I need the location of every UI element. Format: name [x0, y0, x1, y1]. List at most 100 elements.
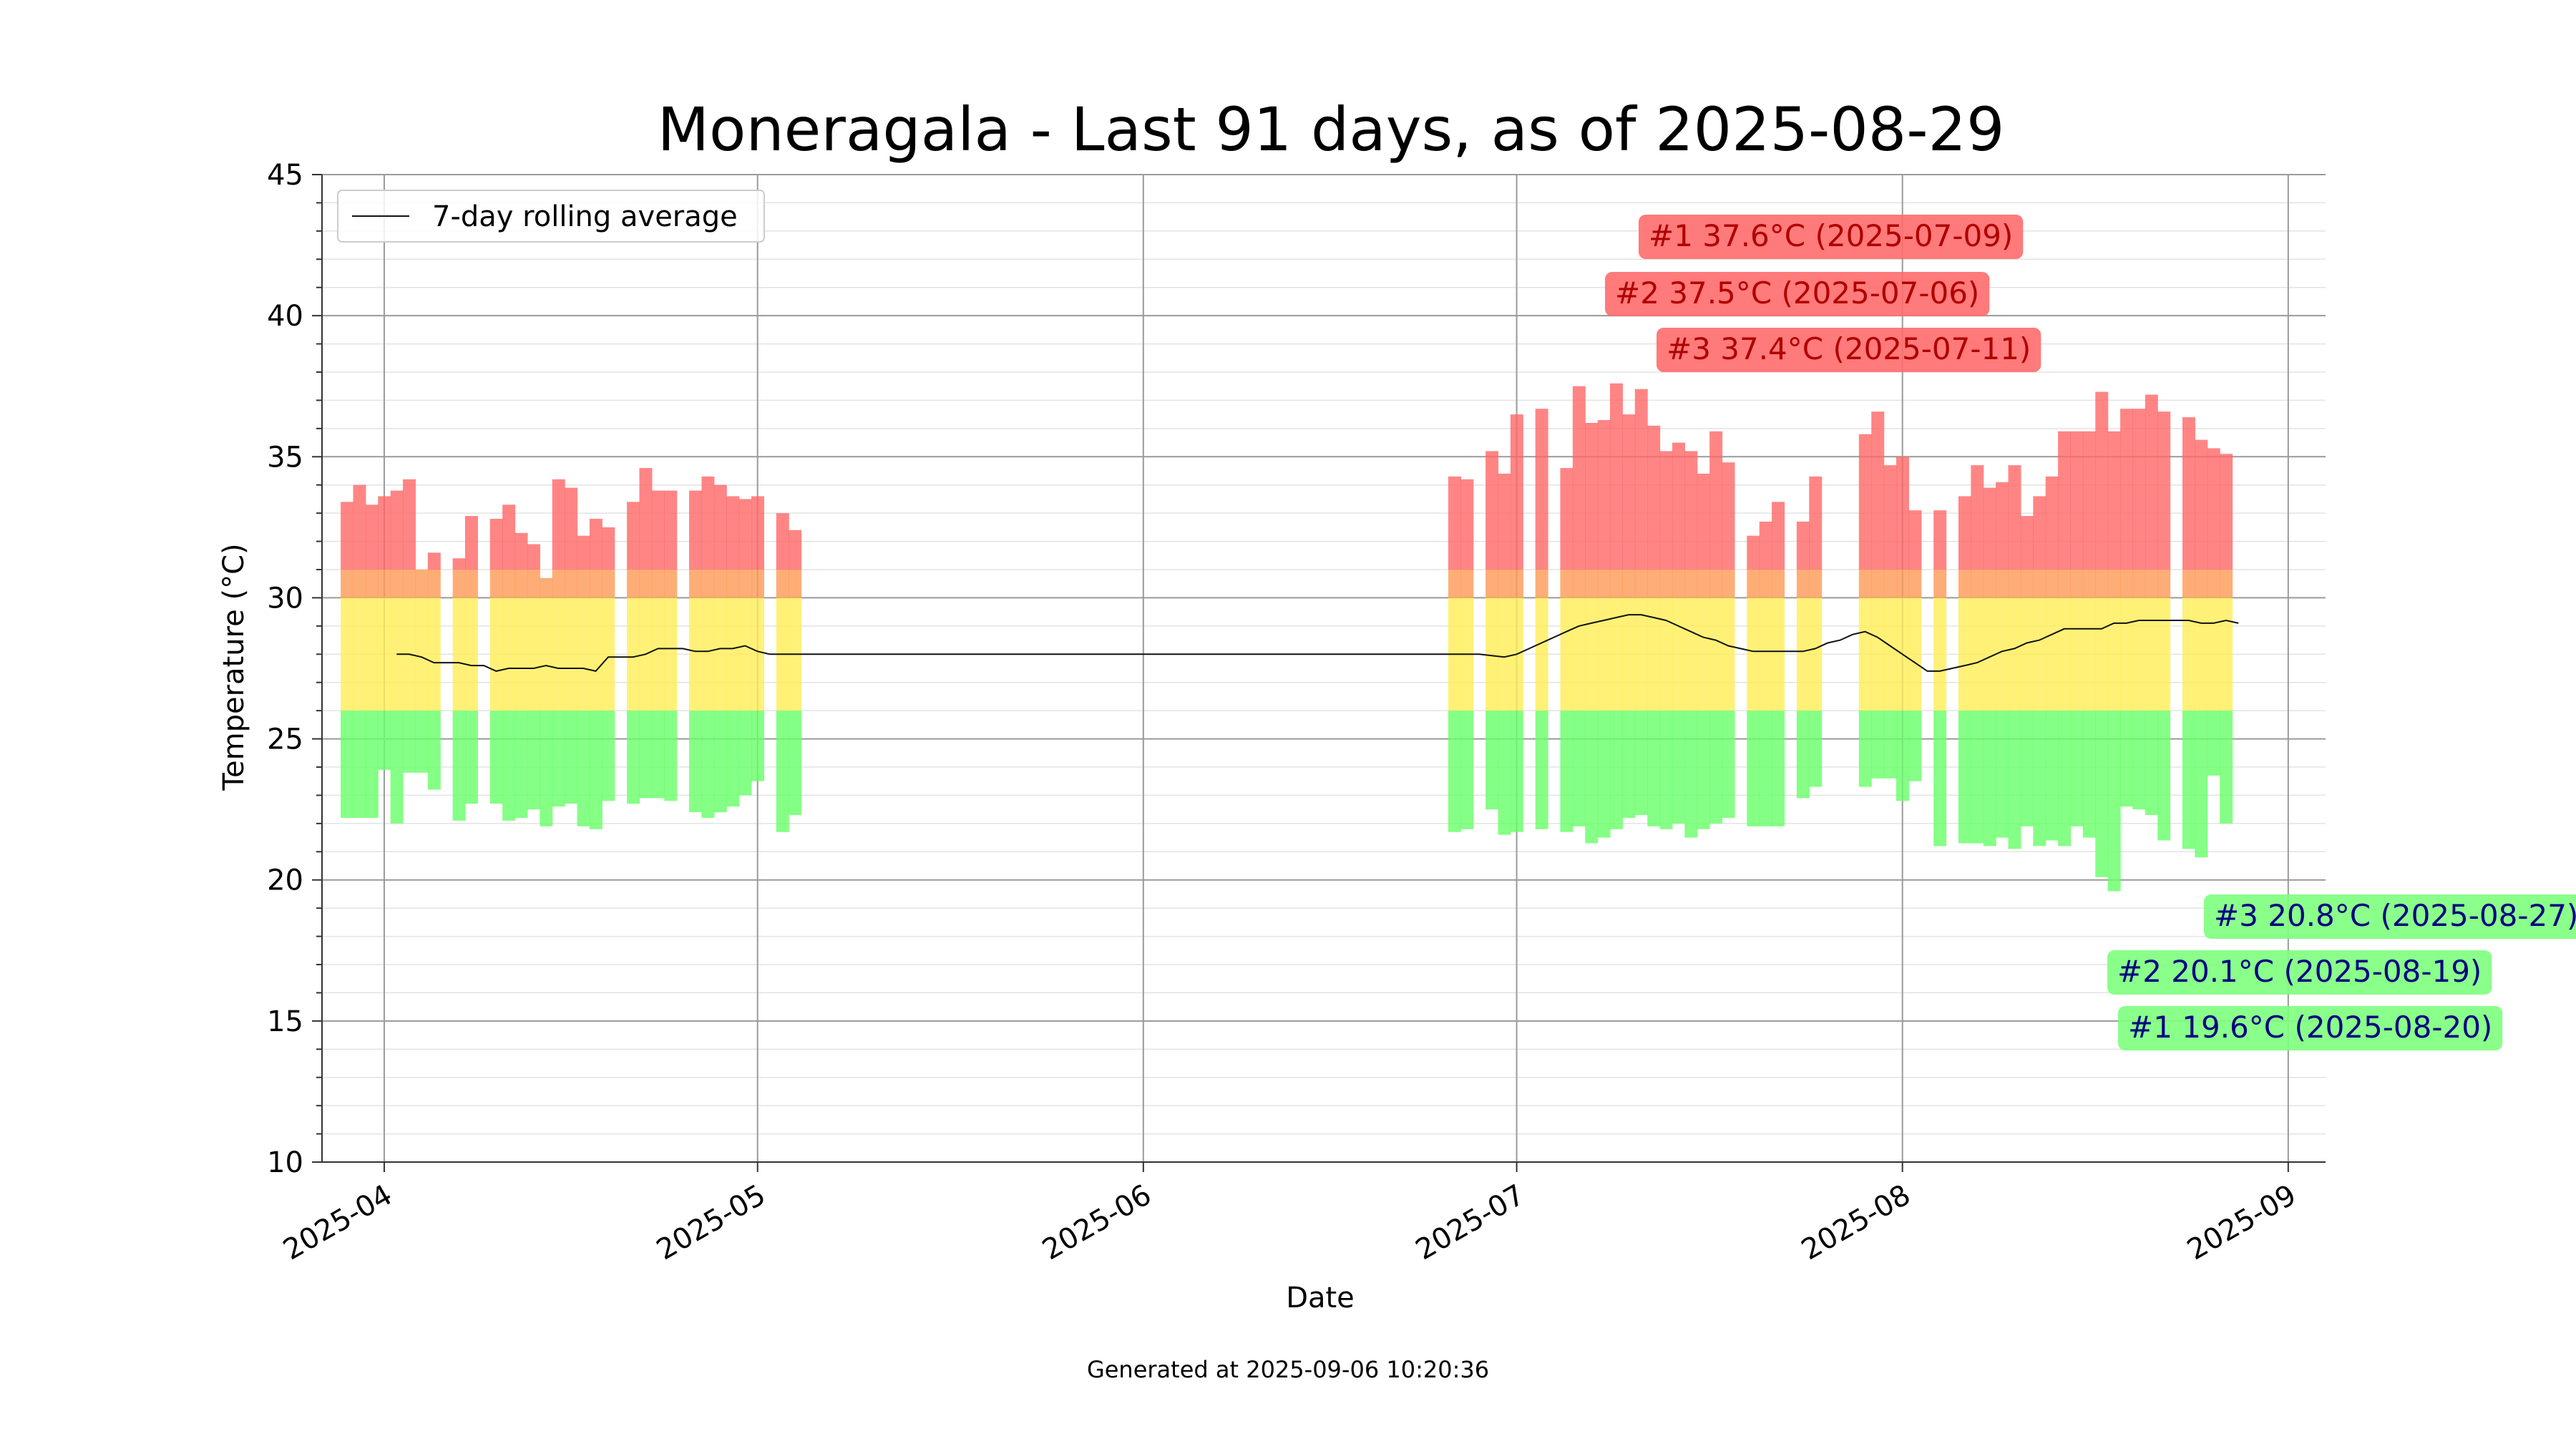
bar-segment — [1498, 597, 1511, 711]
y-tick-label: 30 — [267, 582, 303, 615]
bar-segment — [1971, 465, 1984, 570]
bar-segment — [2132, 570, 2146, 598]
bar-segment — [2020, 570, 2034, 598]
bar-segment — [502, 711, 516, 821]
bar-segment — [1448, 570, 1461, 598]
temperature-bar — [415, 570, 429, 773]
bar-segment — [1933, 510, 1947, 570]
bar-segment — [2082, 597, 2096, 711]
temperature-bar — [2220, 454, 2233, 824]
y-tick-label: 40 — [267, 300, 303, 333]
temperature-bar — [1560, 468, 1574, 832]
bar-segment — [1684, 597, 1698, 711]
bar-segment — [378, 570, 391, 598]
bar-segment — [1485, 597, 1499, 711]
temperature-bar — [1858, 434, 1872, 787]
bar-segment — [427, 711, 441, 790]
bar-segment — [415, 570, 429, 598]
bar-segment — [1460, 570, 1474, 598]
bar-segment — [465, 597, 478, 711]
temperature-bar — [1958, 496, 1971, 844]
temperature-bar — [1585, 422, 1599, 844]
bar-segment — [452, 570, 466, 598]
temperature-bar — [751, 496, 764, 781]
bar-segment — [1759, 711, 1772, 826]
bar-segment — [1983, 597, 1996, 711]
bar-segment — [390, 711, 404, 824]
bar-segment — [1647, 425, 1661, 570]
bar-segment — [1809, 597, 1823, 711]
bar-segment — [565, 597, 578, 711]
bar-segment — [540, 711, 553, 826]
temperature-bar — [2082, 431, 2096, 838]
bar-segment — [701, 570, 715, 598]
temperature-bar — [527, 544, 540, 810]
annotation-box — [2204, 894, 2576, 939]
temperature-bar — [577, 535, 590, 826]
temperature-bar — [1622, 414, 1636, 818]
bar-segment — [489, 711, 503, 804]
bar-segment — [1896, 457, 1909, 570]
bar-segment — [1722, 462, 1735, 570]
bar-segment — [2132, 711, 2146, 810]
bar-segment — [2045, 597, 2059, 711]
bar-segment — [751, 570, 764, 598]
bar-segment — [2220, 711, 2233, 824]
bar-segment — [2195, 439, 2208, 570]
bar-segment — [2182, 570, 2195, 598]
bar-segment — [390, 490, 404, 570]
temperature-bar — [341, 502, 354, 818]
temperature-bar — [1597, 420, 1611, 838]
bar-segment — [789, 530, 802, 570]
annotation-box — [1605, 272, 1990, 316]
bar-segment — [1572, 711, 1586, 826]
bar-segment — [1672, 442, 1685, 570]
bar-segment — [1796, 521, 1810, 570]
extreme-annotations: #1 37.6°C (2025-07-09) #2 37.5°C (2025-07… — [1605, 215, 2576, 1050]
bar-segment — [751, 711, 764, 781]
annotation-box — [1657, 328, 2041, 372]
bar-segment — [1634, 597, 1648, 711]
temperature-bar — [713, 484, 727, 813]
temperature-bar — [1796, 521, 1810, 799]
bar-segment — [1759, 521, 1772, 570]
annotation-text: #1 19.6°C (2025-08-20) — [2128, 1010, 2492, 1045]
bar-segment — [1908, 510, 1922, 570]
bar-segment — [1759, 570, 1772, 598]
bar-segment — [651, 597, 665, 711]
temperature-bar — [390, 490, 404, 824]
bar-segment — [1971, 597, 1984, 711]
temperature-bar — [1809, 476, 1823, 787]
bar-segment — [627, 597, 640, 711]
bar-segment — [2182, 597, 2195, 711]
temperature-bars — [341, 383, 2233, 892]
bar-segment — [1996, 597, 2009, 711]
y-tick-label: 20 — [267, 864, 303, 897]
bar-segment — [2070, 431, 2084, 570]
bar-segment — [1622, 414, 1636, 570]
x-axis-label: Date — [1286, 1282, 1355, 1314]
bar-segment — [565, 487, 578, 570]
bar-segment — [2132, 409, 2146, 570]
bar-segment — [2020, 597, 2034, 711]
high-annotation: #3 37.4°C (2025-07-11) — [1657, 328, 2041, 372]
bar-segment — [2033, 496, 2046, 570]
bar-segment — [2008, 570, 2021, 598]
bar-segment — [1560, 570, 1574, 598]
bar-segment — [2033, 570, 2046, 598]
temperature-bar — [1498, 473, 1511, 835]
bar-segment — [1572, 386, 1586, 570]
bar-segment — [1871, 570, 1885, 598]
bar-segment — [1796, 597, 1810, 711]
bar-segment — [1871, 711, 1885, 779]
bar-segment — [776, 711, 789, 832]
bar-segment — [1510, 414, 1523, 570]
annotation-text: #3 37.4°C (2025-07-11) — [1667, 331, 2031, 366]
temperature-bar — [726, 496, 740, 807]
bar-segment — [1634, 711, 1648, 816]
bar-segment — [2008, 711, 2021, 849]
bar-segment — [789, 570, 802, 598]
bar-segment — [452, 597, 466, 711]
temperature-bar — [602, 527, 615, 801]
bar-segment — [1684, 451, 1698, 570]
